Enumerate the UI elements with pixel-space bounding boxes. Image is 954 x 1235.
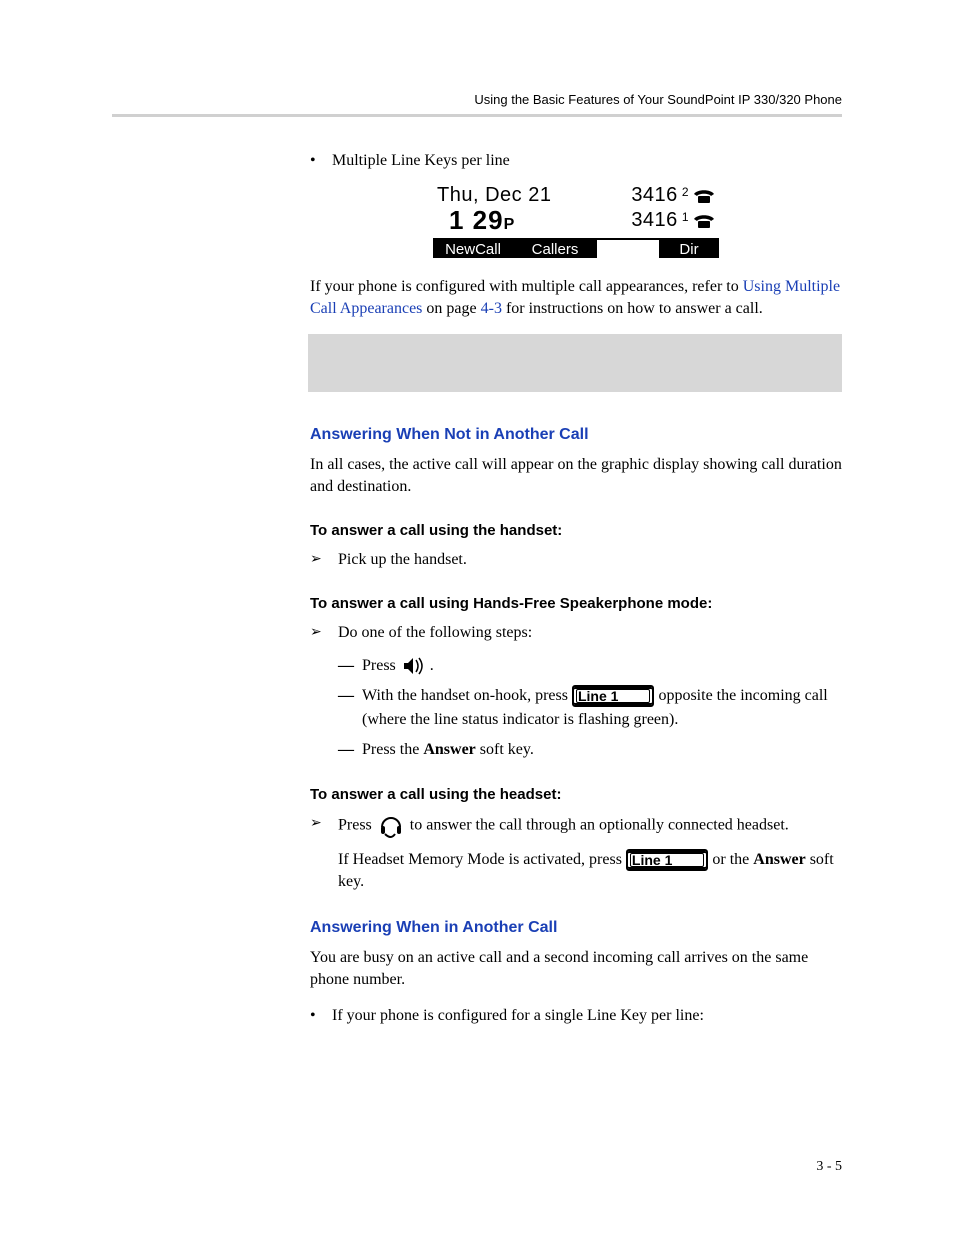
softkey-blank xyxy=(597,240,659,258)
lcd-ext-suffix: 1 xyxy=(682,210,689,224)
text: Press xyxy=(338,817,376,834)
step-row: ➢ Press to answer the call through an op… xyxy=(310,813,842,839)
step-text: Press to answer the call through an opti… xyxy=(338,813,842,839)
softkey-dir: Dir xyxy=(659,240,719,258)
step-row: ➢ Do one of the following steps: xyxy=(310,622,842,644)
list-item: • If your phone is configured for a sing… xyxy=(310,1005,842,1027)
lcd-figure: Thu, Dec 21 3416 2 1 29P xyxy=(310,184,842,258)
text: soft key. xyxy=(476,741,534,758)
lcd-screen: Thu, Dec 21 3416 2 1 29P xyxy=(433,184,719,258)
bullet-text: Multiple Line Keys per line xyxy=(332,150,842,172)
headset-icon xyxy=(378,813,404,839)
paragraph-multi-appearances: If your phone is configured with multipl… xyxy=(310,276,842,320)
step-text: Do one of the following steps: xyxy=(338,622,842,644)
line1-key-icon: Line 1 xyxy=(626,849,708,871)
paragraph-not-in-call: In all cases, the active call will appea… xyxy=(310,454,842,498)
substep-text: With the handset on-hook, press Line 1 o… xyxy=(362,684,842,732)
lcd-extension-1: 3416 1 xyxy=(631,205,715,236)
answer-label: Answer xyxy=(753,851,805,868)
text: Press the xyxy=(362,741,423,758)
dash-marker: — xyxy=(338,738,362,762)
substep-text: Press . xyxy=(362,654,842,678)
lcd-time: 1 29P xyxy=(449,205,515,236)
text: to answer the call through an optionally… xyxy=(410,817,789,834)
text: on page xyxy=(422,300,480,317)
lcd-ext-number: 3416 xyxy=(631,184,678,207)
text: If Headset Memory Mode is activated, pre… xyxy=(338,851,626,868)
lcd-date: Thu, Dec 21 xyxy=(437,184,551,207)
text: for instructions on how to answer a call… xyxy=(502,300,763,317)
dash-marker: — xyxy=(338,654,362,678)
heading-not-in-call: Answering When Not in Another Call xyxy=(310,426,842,444)
substep-row: — With the handset on-hook, press Line 1… xyxy=(338,684,842,732)
bullet-text: If your phone is configured for a single… xyxy=(332,1005,842,1027)
answer-label: Answer xyxy=(423,741,475,758)
softkey-callers: Callers xyxy=(515,240,597,258)
substep-row: — Press the Answer soft key. xyxy=(338,738,842,762)
heading-headset: To answer a call using the headset: xyxy=(310,786,842,803)
text: . xyxy=(430,657,434,674)
step-text: Pick up the handset. xyxy=(338,549,842,571)
step-row: ➢ Pick up the handset. xyxy=(310,549,842,571)
link-page-ref[interactable]: 4-3 xyxy=(481,300,502,317)
heading-handset: To answer a call using the handset: xyxy=(310,522,842,539)
page: Using the Basic Features of Your SoundPo… xyxy=(0,0,954,1235)
list-item: • Multiple Line Keys per line xyxy=(310,150,842,172)
paragraph-memory-mode: If Headset Memory Mode is activated, pre… xyxy=(338,849,842,893)
lcd-ext-suffix: 2 xyxy=(682,185,689,199)
text: With the handset on-hook, press xyxy=(362,687,572,704)
text: Press xyxy=(362,657,400,674)
phone-icon xyxy=(693,188,715,204)
dash-marker: — xyxy=(338,684,362,708)
step-marker-icon: ➢ xyxy=(310,622,338,644)
step-marker-icon: ➢ xyxy=(310,813,338,835)
bullet-icon: • xyxy=(310,150,332,172)
running-header: Using the Basic Features of Your SoundPo… xyxy=(474,92,842,107)
heading-in-call: Answering When in Another Call xyxy=(310,919,842,937)
line1-key-icon: Line 1 xyxy=(572,685,654,707)
lcd-time-value: 1 29 xyxy=(449,205,504,235)
paragraph-in-call: You are busy on an active call and a sec… xyxy=(310,947,842,991)
bullet-icon: • xyxy=(310,1005,332,1027)
phone-icon xyxy=(693,213,715,229)
softkey-newcall: NewCall xyxy=(433,240,515,258)
lcd-ampm: P xyxy=(504,216,516,233)
speaker-icon xyxy=(402,656,428,676)
step-marker-icon: ➢ xyxy=(310,549,338,571)
substep-row: — Press . xyxy=(338,654,842,678)
heading-speakerphone: To answer a call using Hands-Free Speake… xyxy=(310,595,842,612)
text: If your phone is configured with multipl… xyxy=(310,278,743,295)
page-number: 3 - 5 xyxy=(816,1159,842,1175)
note-placeholder xyxy=(308,334,842,392)
lcd-extension-2: 3416 2 xyxy=(631,184,715,207)
substep-text: Press the Answer soft key. xyxy=(362,738,842,762)
lcd-softkeys: NewCall Callers Dir xyxy=(433,238,719,258)
lcd-ext-number: 3416 xyxy=(631,209,678,232)
content-column: • Multiple Line Keys per line Thu, Dec 2… xyxy=(310,150,842,1039)
text: or the xyxy=(712,851,753,868)
header-rule xyxy=(112,114,842,117)
